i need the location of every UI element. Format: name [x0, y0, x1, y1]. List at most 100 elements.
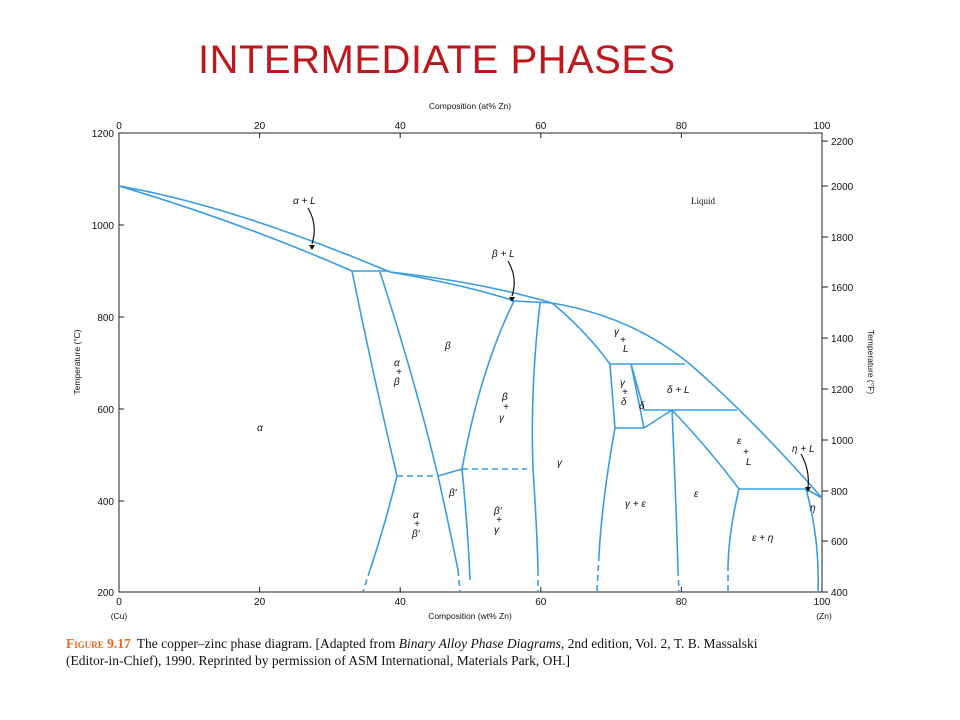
top-tick: 0	[116, 121, 122, 132]
right-tick: 600	[831, 537, 848, 548]
eps-left-low	[677, 569, 680, 593]
bottom-tick: 0	[116, 597, 122, 608]
label-beta-prime: β′	[448, 488, 458, 499]
label-eta: η	[810, 503, 816, 514]
slide-title: INTERMEDIATE PHASES	[198, 38, 676, 82]
label-gamma-eps: γ + ε	[625, 499, 646, 510]
top-tick: 60	[535, 121, 547, 132]
label-beta-gamma-3: γ	[499, 413, 505, 424]
label-gamma-l-2: +	[620, 335, 626, 346]
gamma-beta-right	[531, 302, 541, 571]
figure-label: Figure 9.17	[66, 636, 131, 651]
bottom-end-label-zn: (Zn)	[816, 611, 832, 621]
label-eps: ε	[694, 489, 699, 500]
label-beta-l: β + L	[491, 249, 515, 260]
left-tick: 1200	[92, 129, 115, 140]
alpha-solidus	[118, 185, 353, 272]
label-alpha-l: α + L	[293, 196, 316, 207]
arrow-beta-l	[507, 260, 515, 297]
label-gamma-delta-1: γ	[620, 378, 626, 389]
right-tick: 1400	[831, 334, 854, 345]
right-tick: 1000	[831, 436, 854, 447]
eta-solvus	[805, 488, 820, 593]
arrow-alpha-l	[307, 207, 315, 245]
bottom-ticks	[118, 587, 823, 592]
label-gamma: γ	[557, 458, 563, 469]
label-eps-l-1: ε	[737, 436, 742, 447]
label-eps-eta: ε + η	[752, 533, 774, 544]
eps-liquidus-lower	[671, 409, 740, 490]
beta-alpha-boundary	[379, 271, 459, 571]
right-tick: 2200	[831, 137, 854, 148]
label-eps-l-2: +	[743, 447, 749, 458]
bottom-tick: 40	[395, 597, 407, 608]
caption-book-title: Binary Alloy Phase Diagrams	[398, 636, 561, 651]
label-alpha-beta-3: β	[393, 377, 400, 388]
label-liquid: Liquid	[691, 196, 715, 206]
bottom-axis-label: Composition (wt% Zn)	[428, 611, 512, 621]
bottom-tick: 20	[254, 597, 266, 608]
gamma-liquidus-lower	[551, 302, 611, 365]
label-gamma-delta-2: +	[622, 387, 628, 398]
right-tick: 2000	[831, 182, 854, 193]
delta-left	[630, 363, 645, 429]
figure-caption: Figure 9.17 The copper–zinc phase diagram…	[66, 635, 766, 669]
plot-frame	[118, 132, 823, 593]
bottom-tick: 60	[535, 597, 547, 608]
label-beta: β	[444, 341, 451, 352]
left-ticks	[119, 132, 124, 593]
right-ticks	[822, 140, 828, 593]
bottom-end-label-cu: (Cu)	[111, 611, 128, 621]
top-tick: 20	[254, 121, 266, 132]
right-tick: 1800	[831, 233, 854, 244]
liquidus	[118, 185, 823, 499]
left-axis-label: Temperature (°C)	[72, 329, 82, 394]
alpha-solvus-low	[362, 569, 371, 593]
label-gamma-delta-3: δ	[621, 397, 627, 408]
top-tick: 80	[676, 121, 688, 132]
label-gamma-l-1: γ	[614, 327, 620, 338]
label-betap-gamma-3: γ	[494, 525, 500, 536]
eps-left	[671, 409, 679, 571]
arrow-heads	[309, 245, 811, 492]
alpha-solvus	[351, 270, 398, 571]
bottom-tick: 100	[814, 597, 831, 608]
right-axis-label: Temperature (°F)	[866, 330, 876, 395]
label-alpha-betap-1: α	[413, 510, 419, 521]
left-tick: 1000	[92, 221, 115, 232]
label-alpha: α	[257, 423, 263, 434]
label-delta: δ	[639, 401, 645, 412]
caption-text-2: , 2nd edition, Vol. 2, T. B. Massalski (…	[66, 636, 758, 668]
order-disorder-join	[437, 468, 463, 477]
label-alpha-beta-1: α	[394, 358, 400, 369]
arrow-eta-l	[800, 453, 809, 489]
label-alpha-betap-2: +	[414, 519, 420, 530]
label-betap-gamma-2: +	[496, 515, 502, 526]
label-alpha-betap-3: β′	[411, 529, 421, 540]
left-tick: 400	[97, 497, 114, 508]
right-tick: 1600	[831, 283, 854, 294]
beta-alpha-boundary-low	[457, 569, 461, 593]
label-gamma-l-3: L	[623, 344, 629, 355]
gamma-eps-left	[598, 363, 616, 556]
label-eta-l: η + L	[792, 444, 815, 455]
label-delta-l: δ + L	[667, 385, 690, 396]
bottom-tick: 80	[676, 597, 688, 608]
label-arrows	[307, 207, 809, 489]
delta-liquidus-lower	[630, 363, 737, 411]
phase-boundaries	[118, 185, 823, 593]
beta-gamma-left	[461, 300, 515, 581]
label-alpha-beta-2: +	[396, 367, 402, 378]
right-tick: 800	[831, 487, 848, 498]
left-tick: 600	[97, 405, 114, 416]
label-eps-l-3: L	[746, 457, 752, 468]
right-tick: 1200	[831, 385, 854, 396]
top-axis-label: Composition (at% Zn)	[429, 101, 511, 111]
peritectic-beta-gamma	[513, 300, 553, 304]
left-tick: 200	[97, 588, 114, 599]
right-tick: 400	[831, 588, 848, 599]
gamma-eps-left-low	[596, 554, 600, 593]
beta-solidus	[389, 271, 515, 302]
left-tick: 800	[97, 313, 114, 324]
